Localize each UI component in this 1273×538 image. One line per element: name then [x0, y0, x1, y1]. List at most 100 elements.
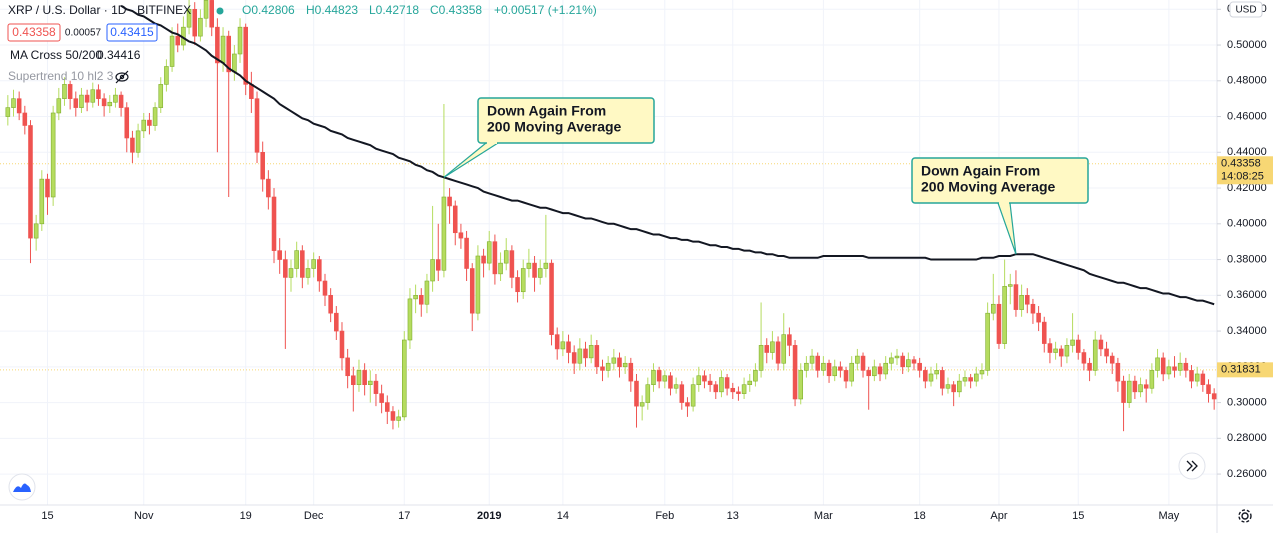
candle-body	[113, 94, 118, 103]
candle-body	[843, 370, 849, 382]
quote-close: C0.43358	[430, 3, 482, 17]
candle-body	[458, 232, 464, 239]
logo[interactable]	[8, 473, 36, 501]
candle-body	[826, 362, 832, 377]
y-tick-label: 0.30000	[1227, 396, 1267, 408]
candle-body	[96, 89, 101, 99]
candle-body	[260, 152, 265, 180]
candle-body	[249, 84, 254, 99]
settings-icon[interactable]	[1238, 509, 1252, 523]
candle-body	[634, 380, 639, 407]
indicator-legend: Supertrend 10 hl2 3	[8, 69, 114, 83]
ask-box[interactable]	[106, 23, 158, 42]
candle-body	[356, 370, 362, 385]
candle-body	[141, 119, 147, 132]
candle-body	[135, 130, 141, 153]
candle-body	[1143, 384, 1149, 389]
candle-body	[911, 359, 917, 364]
candle-body	[39, 178, 45, 225]
candle-body	[639, 402, 645, 407]
candle-body	[475, 255, 481, 314]
bid-box[interactable]	[7, 23, 61, 42]
candle-body	[1149, 370, 1155, 389]
callout-text: 200 Moving Average	[487, 119, 622, 135]
candle-body	[469, 268, 475, 314]
candle-body	[690, 384, 696, 407]
candle-body	[1053, 348, 1058, 353]
callout-box	[477, 97, 655, 144]
candle-body	[1058, 348, 1064, 357]
candle-body	[5, 107, 11, 117]
candle-body	[1002, 286, 1007, 344]
candle-body	[351, 375, 356, 385]
hide-icon[interactable]	[115, 70, 129, 84]
y-tick-label: 0.44000	[1227, 146, 1267, 158]
candle-body	[452, 205, 458, 234]
candle-body	[651, 370, 656, 385]
candle-body	[571, 352, 577, 364]
candle-body	[730, 387, 736, 393]
candle-body	[33, 223, 39, 239]
currency-button[interactable]	[1229, 1, 1263, 18]
x-tick-label: 19	[240, 510, 252, 522]
candle-body	[226, 35, 231, 73]
candle-body	[866, 370, 871, 377]
candle-body	[401, 339, 407, 418]
bid-price: 0.43358	[12, 25, 56, 39]
candle-body	[147, 119, 152, 126]
candle-body	[396, 416, 401, 421]
x-tick-label: 13	[727, 510, 739, 522]
candle-body	[322, 280, 328, 296]
candle-body	[928, 373, 934, 382]
plot-area	[0, 0, 1217, 432]
candle-body	[588, 345, 594, 359]
candle-body	[385, 402, 390, 412]
candle-body	[724, 377, 730, 389]
candle-body	[152, 107, 158, 126]
candle-body	[611, 357, 617, 364]
candle-body	[985, 312, 990, 371]
candle-body	[328, 295, 333, 314]
candle-body	[979, 370, 985, 375]
candle-body	[486, 241, 492, 264]
candle-body	[130, 137, 135, 153]
candle-body	[628, 362, 634, 382]
candle-body	[855, 355, 860, 364]
candle-body	[237, 26, 243, 55]
candle-body	[56, 98, 62, 114]
candle-body	[883, 362, 888, 375]
quote-high: H0.44823	[306, 3, 358, 17]
candle-body	[1013, 284, 1019, 310]
candle-body	[481, 255, 486, 264]
candle-body	[673, 384, 679, 389]
callout-text: Down Again From	[921, 163, 1040, 179]
candle-body	[503, 250, 509, 264]
ma-legend: MA Cross 50/200	[10, 48, 102, 62]
candle-body	[243, 26, 248, 85]
candle-body	[838, 366, 843, 371]
callout-text: 200 Moving Average	[921, 179, 1056, 195]
candle-body	[45, 178, 50, 198]
candle-body	[605, 362, 611, 371]
y-tick-label: 0.38000	[1227, 253, 1267, 265]
candle-body	[215, 26, 220, 64]
candle-body	[464, 237, 469, 269]
x-tick-label: 14	[557, 510, 569, 522]
scroll-to-latest[interactable]	[1178, 452, 1206, 480]
candle-body	[158, 84, 164, 108]
legend-header: XRP / U.S. Dollar · 1D · BITFINEX O0.428…	[7, 3, 597, 84]
candle-body	[277, 250, 282, 260]
candle-body	[1189, 370, 1194, 382]
candle-body	[300, 250, 305, 278]
candle-body	[1155, 357, 1160, 371]
candle-body	[435, 259, 441, 271]
candle-body	[1115, 362, 1121, 382]
candle-body	[345, 357, 350, 377]
candle-body	[1030, 303, 1036, 314]
candle-body	[107, 101, 113, 107]
candle-body	[28, 125, 33, 239]
candle-body	[543, 262, 549, 269]
